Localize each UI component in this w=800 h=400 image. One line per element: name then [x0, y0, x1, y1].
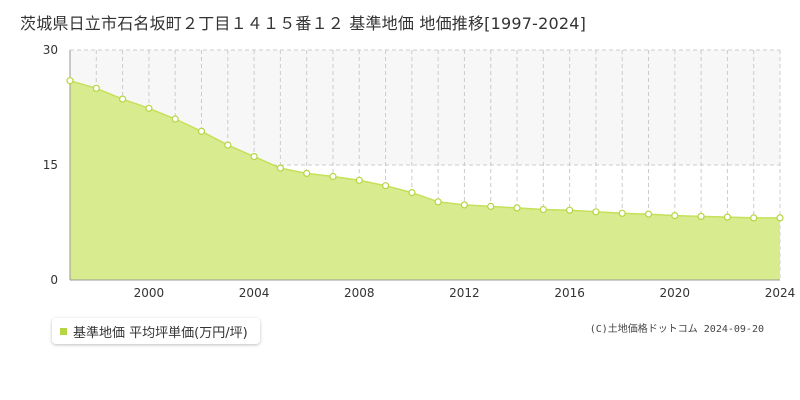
data-point — [92, 84, 100, 92]
x-tick-label: 2024 — [765, 286, 796, 300]
y-tick-label: 0 — [50, 273, 58, 287]
data-point — [671, 212, 679, 220]
data-point — [197, 127, 206, 135]
data-point — [592, 208, 600, 216]
data-point — [329, 172, 337, 181]
data-point — [513, 204, 521, 212]
data-point — [382, 182, 390, 190]
data-point — [460, 201, 468, 209]
x-tick-label: 2000 — [134, 286, 165, 300]
data-point — [276, 164, 284, 172]
chart-axes — [69, 50, 780, 281]
data-point — [644, 210, 653, 218]
data-point — [250, 153, 258, 161]
x-tick-label: 2008 — [344, 286, 375, 300]
data-point — [145, 104, 153, 112]
data-point — [434, 198, 442, 206]
series-line — [69, 79, 780, 219]
data-point — [303, 169, 311, 177]
y-axis-ticks: 0 15 30 — [43, 43, 58, 287]
chart-legend: 基準地価 平均坪単価(万円/坪) — [52, 318, 260, 344]
series-area — [70, 80, 780, 280]
data-point — [565, 206, 574, 214]
x-tick-label: 2004 — [239, 286, 270, 300]
data-point — [618, 209, 626, 217]
data-point — [408, 189, 416, 197]
data-point — [697, 212, 705, 220]
data-point — [224, 141, 232, 149]
chart-area — [69, 79, 780, 280]
data-point — [776, 214, 784, 222]
legend-label: 基準地価 平均坪単価(万円/坪) — [73, 325, 248, 341]
credit-text: (C)土地価格ドットコム 2024-09-20 — [589, 324, 764, 335]
x-tick-label: 2012 — [449, 286, 480, 300]
y-tick-label: 30 — [43, 43, 58, 57]
data-point — [118, 95, 127, 103]
page-title: 茨城県日立市石名坂町２丁目１４１５番１２ 基準地価 地価推移[1997-2024… — [20, 14, 587, 33]
data-point — [171, 115, 179, 123]
chart-points — [66, 77, 784, 222]
data-point — [750, 214, 758, 222]
legend-marker — [60, 327, 67, 335]
data-point — [723, 213, 732, 221]
data-point — [539, 205, 547, 214]
x-axis-ticks: 2000 2004 2008 2012 2016 2020 2024 — [134, 286, 796, 300]
data-point — [66, 77, 74, 85]
x-tick-label: 2020 — [660, 286, 691, 300]
data-point — [487, 202, 495, 210]
data-point — [355, 176, 363, 184]
x-tick-label: 2016 — [554, 286, 585, 300]
y-tick-label: 15 — [43, 158, 58, 172]
